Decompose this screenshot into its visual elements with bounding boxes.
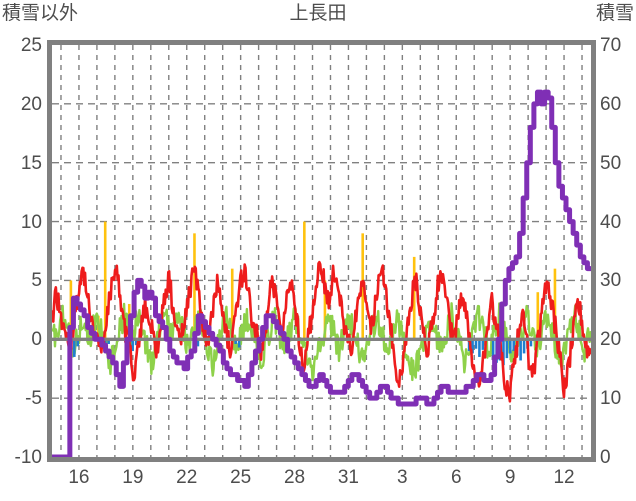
y-axis-left-tick: 20 [20, 93, 42, 115]
y-axis-left-tick: 5 [31, 270, 42, 292]
y-axis-right-tick: 50 [600, 152, 622, 174]
y-axis-right-tick: 20 [600, 329, 622, 351]
x-axis-tick: 19 [122, 467, 144, 488]
y-axis-right-tick: 30 [600, 270, 622, 292]
plot-canvas [52, 45, 591, 457]
page-title: 上長田 [289, 3, 347, 24]
y-axis-left-tick: 25 [20, 35, 42, 56]
x-axis-tick: 3 [397, 467, 408, 488]
y-axis-left-tick: 15 [20, 152, 42, 174]
y-axis-left-tick: 0 [31, 329, 42, 351]
plot-area [47, 40, 596, 462]
right-axis-caption: 積雪 [595, 3, 634, 24]
x-axis-tick: 6 [450, 467, 462, 488]
y-axis-right-tick: 0 [600, 447, 611, 468]
y-axis-right-tick: 60 [600, 93, 622, 115]
y-axis-left-tick: -5 [25, 388, 42, 410]
left-axis-caption: 積雪以外 [2, 3, 79, 24]
y-axis-right-tick: 40 [600, 211, 622, 233]
x-axis-tick: 22 [176, 467, 198, 488]
y-axis-left-tick: 10 [20, 211, 42, 233]
x-axis-tick: 28 [283, 467, 306, 488]
x-axis-tick: 16 [68, 467, 90, 488]
x-axis-tick: 12 [553, 467, 575, 488]
x-axis-tick: 25 [230, 467, 252, 488]
x-axis-tick: 31 [337, 467, 359, 488]
x-axis-tick: 9 [504, 467, 516, 488]
y-axis-right-tick: 70 [600, 35, 622, 56]
y-axis-left-tick: -10 [14, 447, 42, 468]
y-axis-right-tick: 10 [600, 388, 622, 410]
plot-frame [47, 40, 596, 462]
data-series [52, 89, 591, 457]
